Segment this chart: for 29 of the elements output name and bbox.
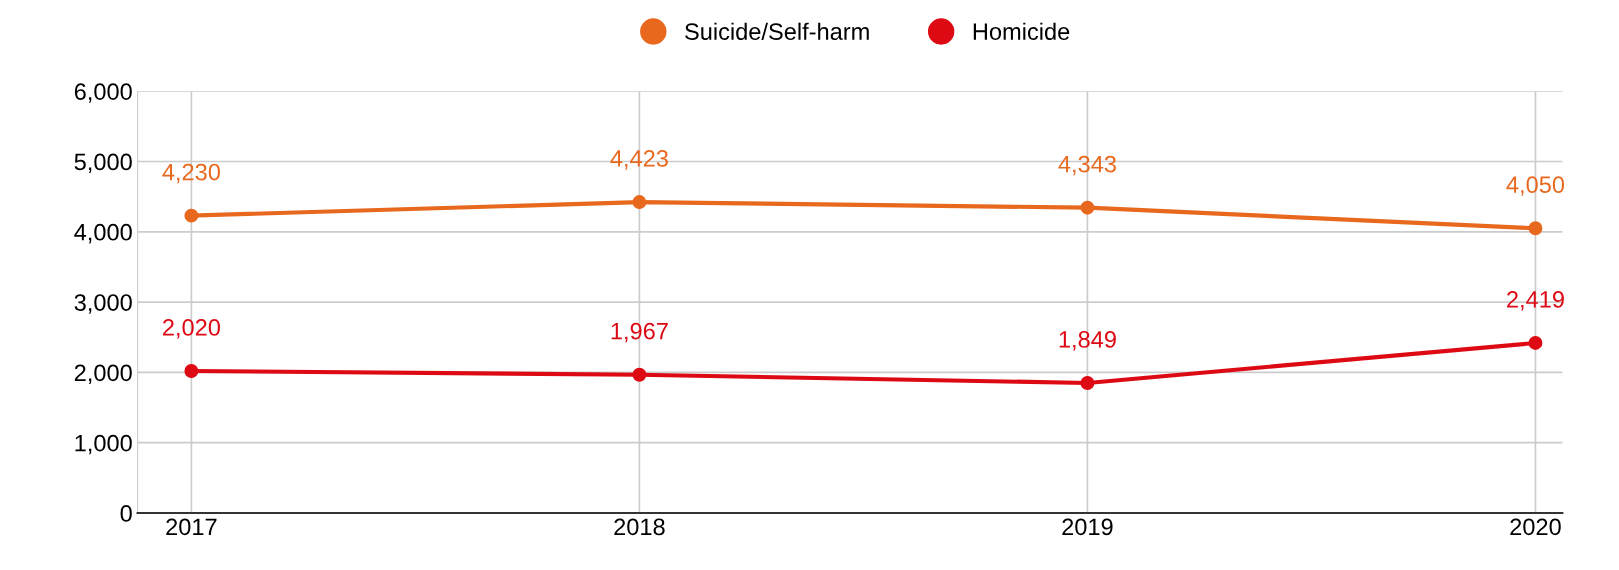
y-tick-label: 0	[120, 505, 132, 522]
point	[184, 208, 199, 223]
point	[1080, 200, 1095, 215]
point	[632, 195, 647, 210]
y-tick-label: 3,000	[74, 294, 132, 314]
y-tick-label: 2,000	[74, 364, 132, 384]
legend-label: Homicide	[973, 22, 1070, 40]
data-label: 4,423	[610, 150, 668, 170]
point	[632, 367, 647, 382]
data-label: 4,230	[162, 163, 220, 184]
x-tick-label: 2019	[1062, 518, 1113, 536]
point	[1080, 376, 1095, 390]
point	[1528, 221, 1543, 236]
x-tick-label: 2017	[166, 518, 217, 536]
point	[184, 364, 199, 378]
data-label: 1,967	[611, 322, 668, 343]
y-tick-label: 4,000	[74, 223, 132, 244]
point	[1528, 335, 1543, 350]
x-tick-label: 2020	[1510, 518, 1561, 536]
data-label: 4,050	[1506, 176, 1565, 196]
data-label: 4,343	[1058, 155, 1116, 176]
data-label: 1,849	[1059, 331, 1116, 351]
data-label: 2,419	[1507, 291, 1564, 311]
y-tick-label: 6,000	[74, 83, 132, 103]
y-tick-label: 5,000	[74, 153, 132, 174]
data-label: 2,020	[163, 319, 220, 339]
x-tick-label: 2018	[614, 518, 665, 536]
y-tick-label: 1,000	[75, 434, 132, 455]
legend-label: Suicide/Self-harm	[685, 22, 869, 40]
